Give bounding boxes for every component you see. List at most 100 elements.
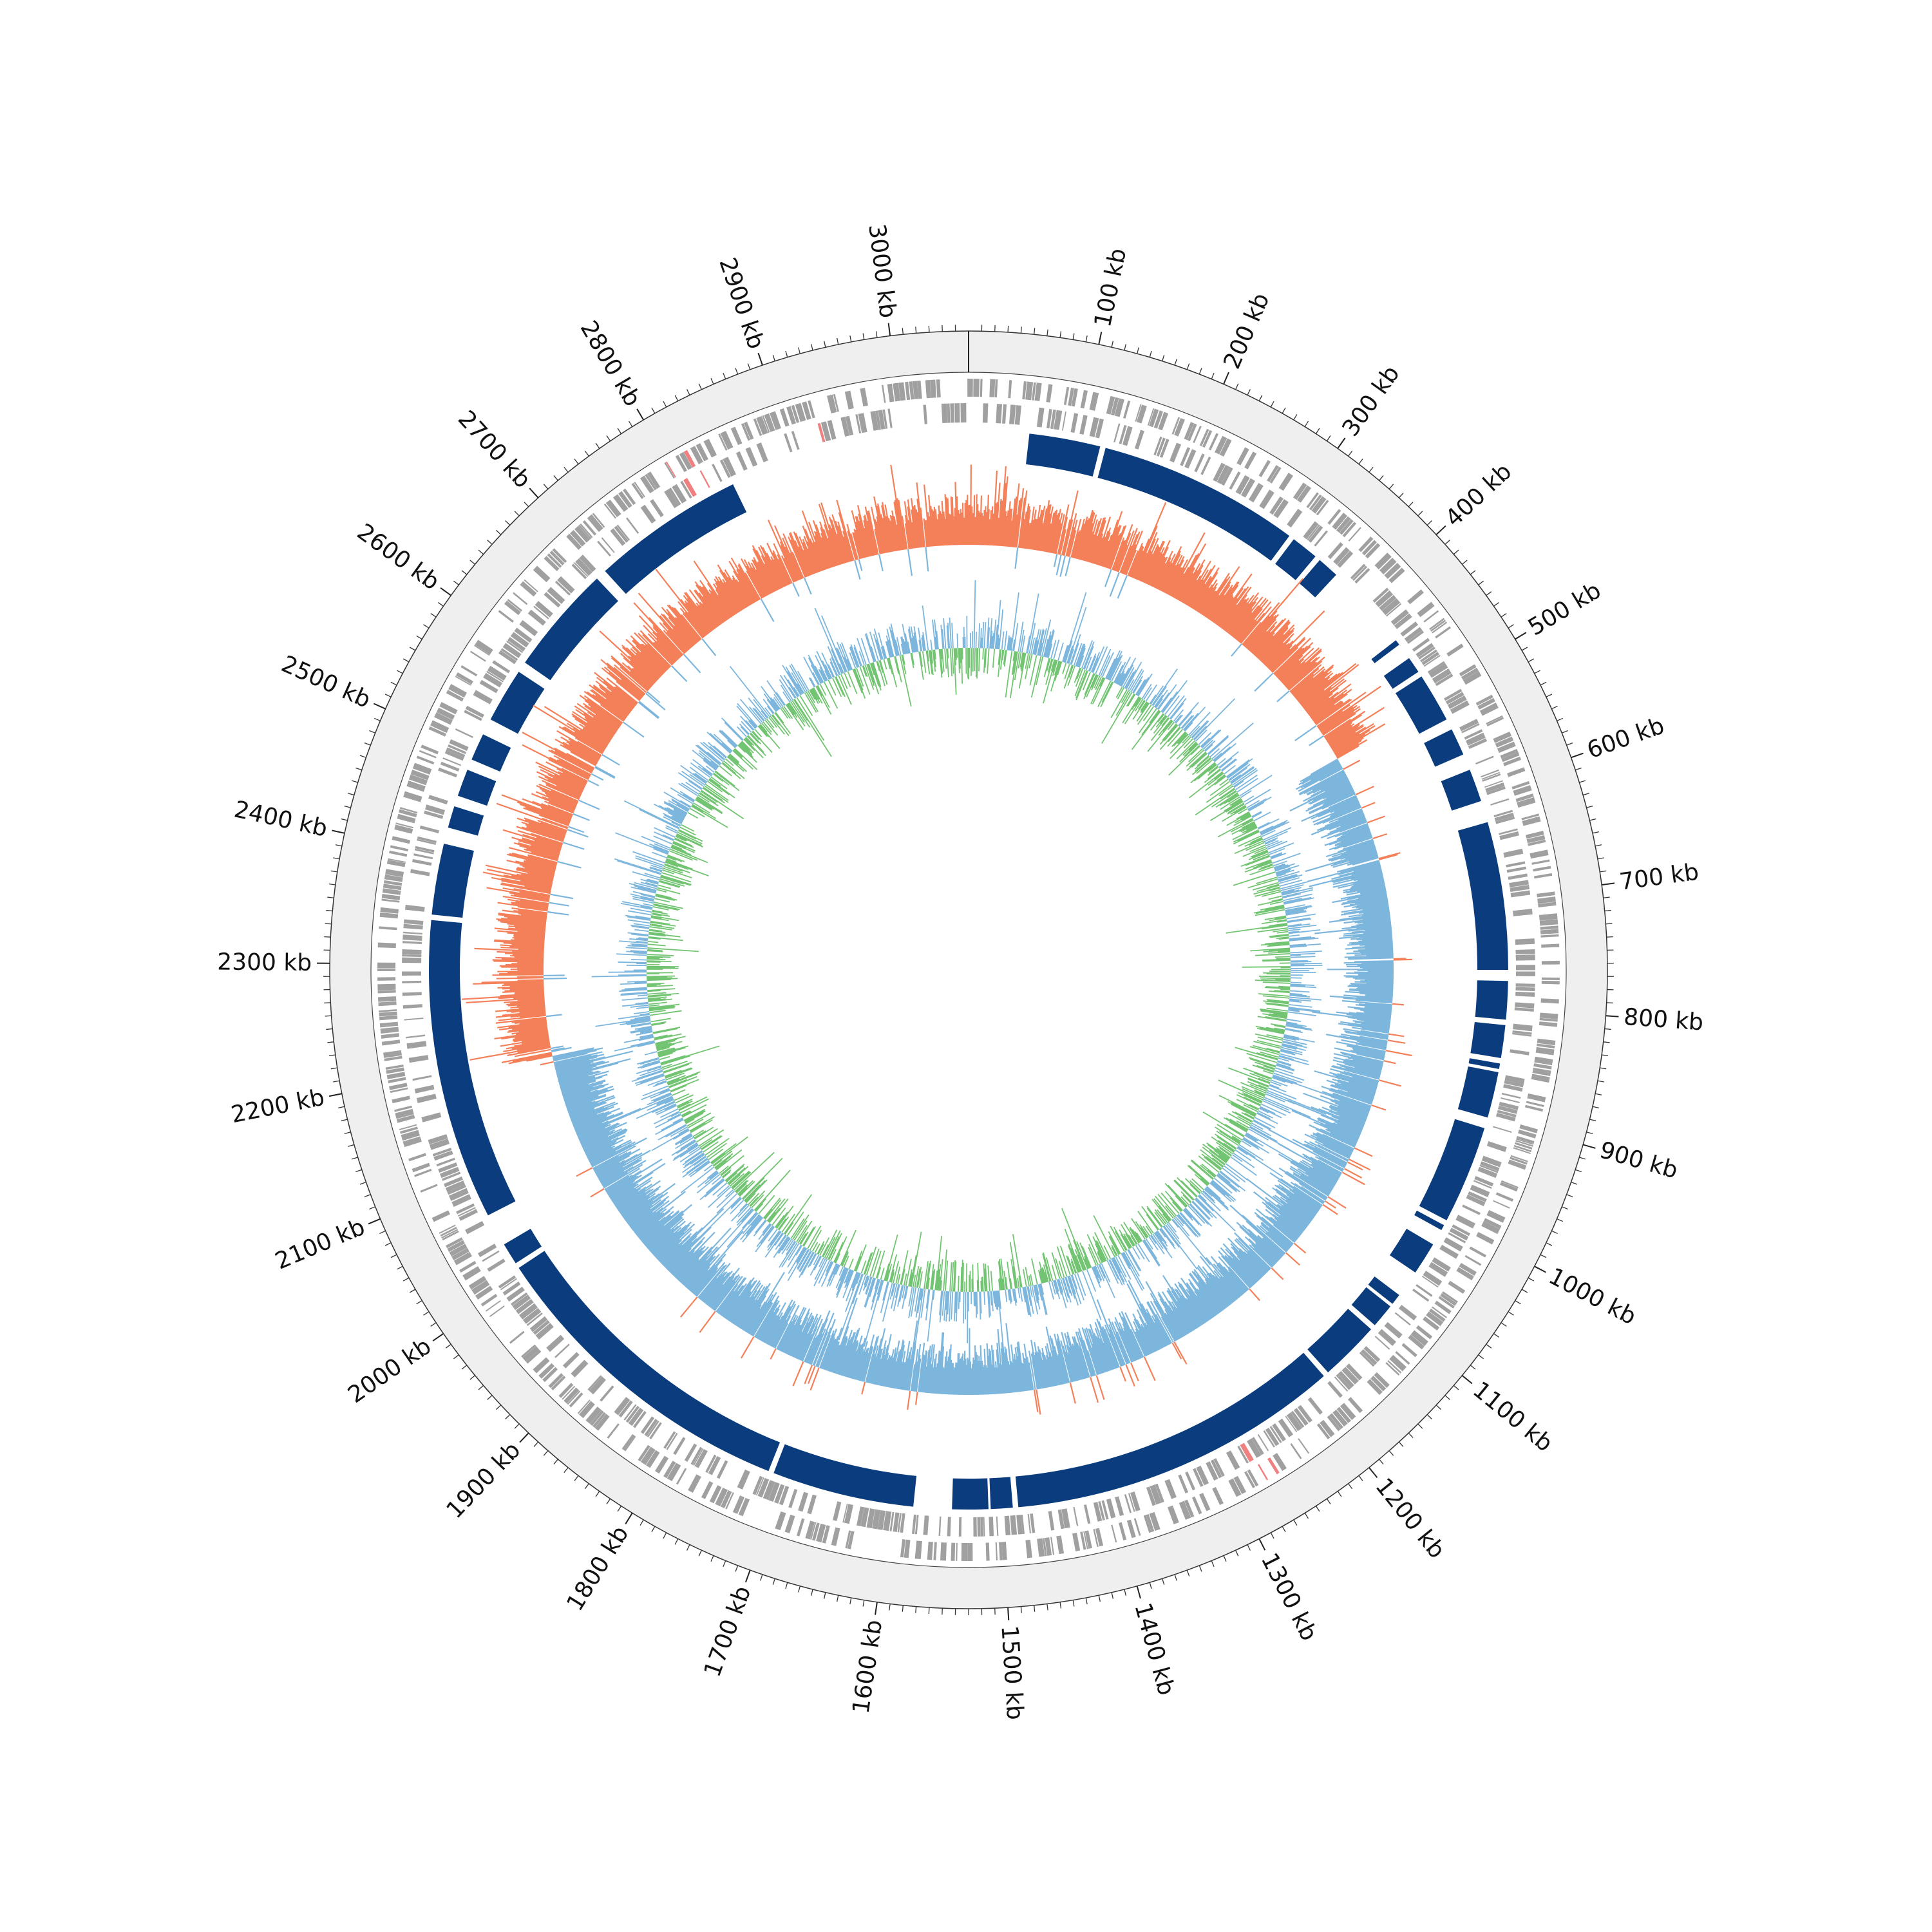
gc-bar bbox=[1145, 1238, 1153, 1250]
gc-bar bbox=[1276, 931, 1289, 934]
gc-bar bbox=[1142, 1240, 1160, 1267]
skew-bar bbox=[1352, 1048, 1385, 1057]
gc-bar bbox=[1260, 1009, 1288, 1014]
gc-bar bbox=[1174, 714, 1182, 723]
skew-bar bbox=[566, 1094, 607, 1109]
skew-bar bbox=[1049, 1335, 1062, 1385]
skew-bar bbox=[575, 1112, 623, 1133]
skew-bar bbox=[1202, 578, 1227, 616]
tick-label: 1700 kb bbox=[699, 1582, 757, 1680]
gc-bar bbox=[1096, 1240, 1107, 1262]
gc-bar bbox=[895, 1266, 901, 1284]
skew-bar bbox=[863, 516, 874, 556]
gc-bar bbox=[994, 1291, 996, 1307]
cds-feature bbox=[455, 676, 471, 686]
gc-bar bbox=[1245, 859, 1272, 870]
gc-bar bbox=[1009, 651, 1018, 699]
gc-bar bbox=[1265, 1093, 1285, 1103]
gc-bar bbox=[1215, 1146, 1231, 1159]
skew-bar bbox=[558, 726, 604, 753]
skew-bar bbox=[1303, 1092, 1368, 1118]
gc-bar bbox=[992, 632, 995, 649]
cds-feature bbox=[705, 1454, 717, 1473]
skew-bar bbox=[1036, 506, 1046, 551]
skew-bar bbox=[625, 647, 660, 679]
gc-bar bbox=[1273, 1074, 1298, 1084]
skew-bar bbox=[1343, 1028, 1389, 1037]
skew-bar bbox=[1009, 520, 1013, 547]
skew-bar bbox=[648, 1218, 685, 1251]
gc-bar bbox=[925, 1289, 930, 1309]
minor-tick bbox=[1198, 1565, 1202, 1572]
cds-feature bbox=[1291, 1410, 1305, 1428]
gc-bar bbox=[1010, 592, 1019, 651]
skew-bar bbox=[858, 520, 869, 558]
skew-bar bbox=[1312, 781, 1350, 801]
skew-bar bbox=[516, 801, 571, 822]
skew-bar bbox=[554, 1054, 592, 1065]
skew-bar bbox=[989, 1350, 994, 1395]
gc-bar bbox=[1132, 1229, 1141, 1243]
region-block bbox=[1470, 1021, 1506, 1059]
skew-bar bbox=[884, 1356, 893, 1387]
skew-bar bbox=[782, 537, 802, 580]
skew-bar bbox=[1161, 565, 1177, 592]
skew-bar bbox=[1235, 1238, 1269, 1272]
cds-feature bbox=[389, 850, 408, 857]
gc-bar bbox=[978, 648, 981, 672]
skew-bar bbox=[1339, 820, 1367, 833]
skew-bar bbox=[587, 1139, 624, 1159]
gc-bar bbox=[1068, 1275, 1076, 1294]
skew-bar bbox=[1244, 1251, 1266, 1274]
gc-bar bbox=[1173, 709, 1184, 722]
cds-feature bbox=[482, 1250, 500, 1262]
cds-feature bbox=[502, 643, 522, 658]
skew-bar bbox=[1253, 618, 1287, 655]
gc-bar bbox=[1275, 865, 1300, 874]
skew-bar bbox=[1329, 1089, 1372, 1105]
skew-bar bbox=[894, 499, 904, 551]
gc-bar bbox=[1287, 1011, 1316, 1017]
gc-bar bbox=[1207, 1144, 1229, 1160]
skew-bar bbox=[1124, 530, 1144, 575]
skew-bar bbox=[743, 1295, 766, 1331]
cds-feature bbox=[392, 1095, 410, 1104]
gc-bar bbox=[990, 1291, 994, 1312]
gc-bar bbox=[1071, 1274, 1078, 1290]
skew-bar bbox=[1159, 551, 1181, 591]
gc-bar bbox=[1229, 774, 1242, 783]
cds-feature bbox=[1522, 816, 1541, 826]
gc-bar bbox=[1075, 643, 1086, 667]
gc-bar bbox=[1220, 758, 1236, 771]
skew-bar bbox=[567, 1095, 607, 1110]
gc-bar bbox=[1193, 698, 1236, 741]
cds-feature bbox=[1061, 411, 1066, 431]
gc-bar bbox=[1266, 1092, 1295, 1104]
cds-feature bbox=[1363, 1346, 1381, 1363]
skew-bar bbox=[614, 1188, 641, 1206]
skew-bar bbox=[976, 1354, 979, 1395]
skew-bar bbox=[547, 779, 582, 795]
skew-bar bbox=[1280, 663, 1302, 683]
skew-bar bbox=[1220, 1276, 1239, 1299]
gc-bar bbox=[1176, 1215, 1185, 1225]
skew-bar bbox=[1005, 1323, 1014, 1393]
skew-bar bbox=[1186, 1298, 1205, 1325]
skew-bar bbox=[592, 1155, 620, 1171]
cds-feature bbox=[529, 1316, 548, 1332]
cds-feature bbox=[562, 1352, 580, 1368]
gc-bar bbox=[1191, 1160, 1214, 1180]
skew-bar bbox=[1327, 1196, 1347, 1209]
skew-bar bbox=[1339, 1035, 1387, 1045]
skew-bar bbox=[954, 507, 957, 545]
skew-bar bbox=[591, 1141, 636, 1166]
cds-feature bbox=[1479, 702, 1499, 716]
cds-feature bbox=[779, 408, 790, 427]
minor-tick bbox=[1072, 333, 1075, 340]
gc-bar bbox=[1200, 1192, 1221, 1212]
skew-bar bbox=[1314, 924, 1392, 934]
minor-tick bbox=[1247, 1544, 1251, 1551]
skew-bar bbox=[500, 883, 551, 895]
gc-bar bbox=[1206, 1186, 1221, 1200]
gc-skew-track bbox=[461, 464, 1412, 1415]
